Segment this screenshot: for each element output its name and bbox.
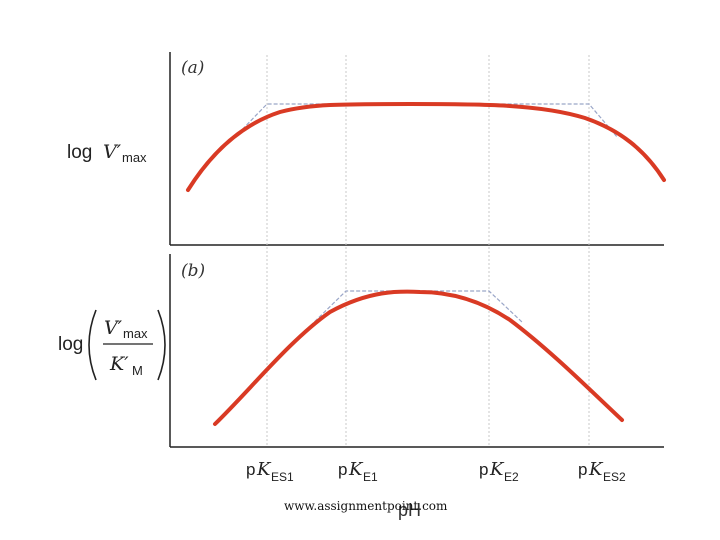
ylabel-a: log V′ max — [67, 141, 147, 165]
curve-b-log-vmax-km — [213, 289, 624, 426]
tick-pke1: p K E1 — [338, 459, 378, 484]
panel-a-label: (a) — [181, 58, 204, 78]
watermark-text: www.assignmentpoint.com — [284, 499, 448, 513]
ylabel-a-log: log — [67, 142, 92, 163]
tick-pkes1: p K ES1 — [246, 459, 294, 484]
ylabel-b: log V′ max K′ M — [58, 309, 166, 381]
tick-pkes1-k: K — [256, 459, 272, 480]
tick-pke2-p: p — [479, 460, 488, 479]
tick-pke2-k: K — [489, 459, 505, 480]
tick-pkes1-sub: ES1 — [271, 470, 294, 484]
tick-pke1-k: K — [348, 459, 364, 480]
ylabel-b-v: V′ — [104, 317, 123, 339]
panel-b-label: (b) — [181, 261, 205, 281]
ylabel-b-right-paren — [157, 309, 166, 381]
ylabel-b-log: log — [58, 334, 83, 355]
ylabel-b-ksub: M — [132, 363, 143, 378]
asymptote-b — [305, 290, 523, 331]
ylabel-b-left-paren — [88, 309, 97, 381]
pk-guide-lines — [266, 55, 590, 447]
tick-pkes2: p K ES2 — [578, 459, 626, 484]
ylabel-b-k: K′ — [109, 353, 129, 375]
tick-pke1-p: p — [338, 460, 347, 479]
tick-pke2: p K E2 — [479, 459, 519, 484]
tick-pkes1-p: p — [246, 460, 255, 479]
tick-pkes2-sub: ES2 — [603, 470, 626, 484]
asymptote-a — [233, 103, 619, 139]
ylabel-a-v: V′ — [103, 141, 122, 163]
curve-a-log-vmax — [186, 102, 666, 192]
tick-pke2-sub: E2 — [504, 470, 519, 484]
x-axis-label: pH — [398, 500, 421, 520]
ylabel-b-vsub: max — [123, 326, 148, 341]
ylabel-a-sub: max — [122, 150, 147, 165]
tick-pkes2-k: K — [588, 459, 604, 480]
tick-pkes2-p: p — [578, 460, 587, 479]
tick-pke1-sub: E1 — [363, 470, 378, 484]
